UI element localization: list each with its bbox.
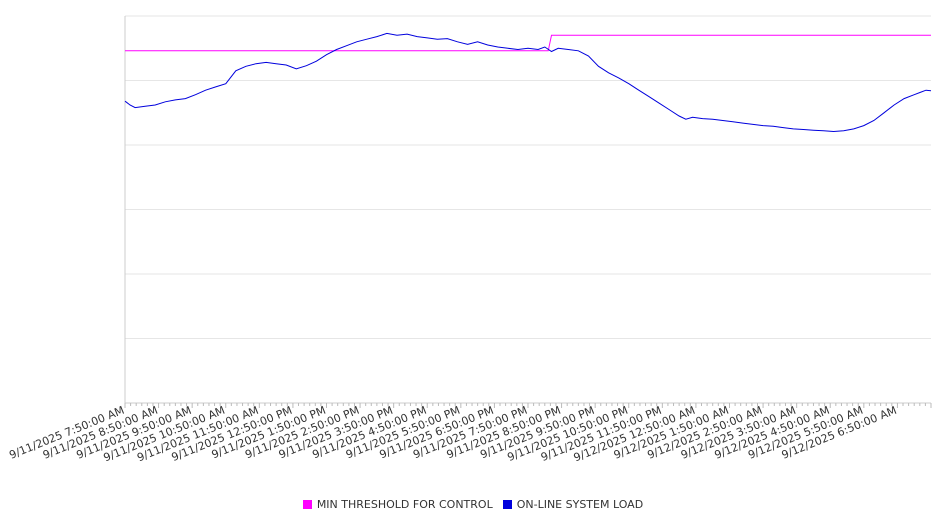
legend-item-min-threshold[interactable]: MIN THRESHOLD FOR CONTROL bbox=[302, 498, 493, 511]
x-tick-labels: 9/11/2025 7:50:00 AM9/11/2025 8:50:00 AM… bbox=[7, 404, 898, 465]
legend-label-min-threshold: MIN THRESHOLD FOR CONTROL bbox=[316, 498, 493, 511]
series-line-min-threshold bbox=[125, 34, 931, 52]
legend: MIN THRESHOLD FOR CONTROL ON-LINE SYSTEM… bbox=[0, 498, 946, 511]
x-axis bbox=[124, 16, 932, 408]
series-line-system-load bbox=[124, 32, 932, 133]
legend-swatch-min-threshold bbox=[302, 500, 312, 509]
series-lines bbox=[124, 32, 932, 133]
legend-item-system-load[interactable]: ON-LINE SYSTEM LOAD bbox=[502, 498, 644, 511]
gridlines bbox=[125, 15, 931, 339]
legend-swatch-system-load bbox=[502, 500, 512, 509]
legend-label-system-load: ON-LINE SYSTEM LOAD bbox=[516, 498, 644, 511]
